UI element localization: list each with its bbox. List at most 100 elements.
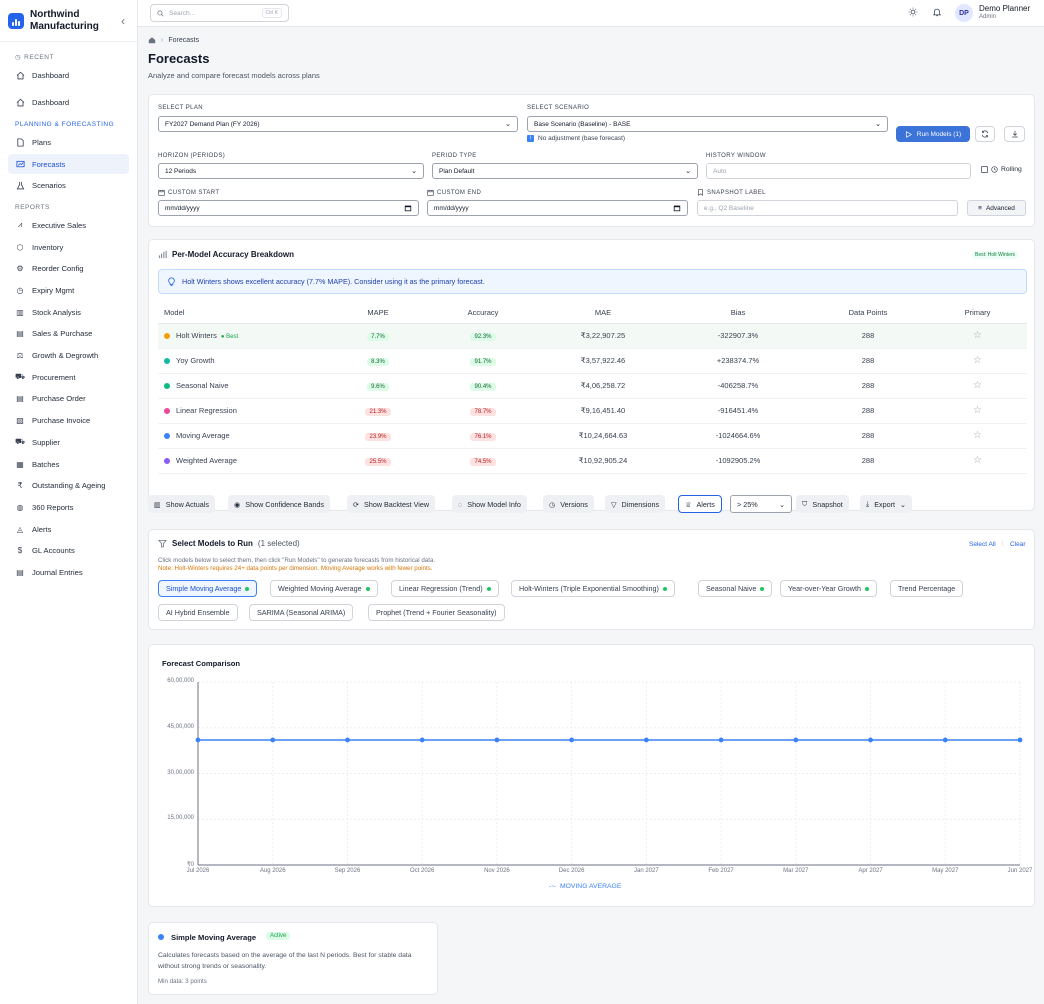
model-cell: Weighted Average bbox=[158, 448, 328, 474]
table-row[interactable]: Weighted Average 25.5% 74.5% ₹10,92,905.24-… bbox=[158, 448, 1027, 474]
advanced-button[interactable]: ≡ Advanced bbox=[967, 200, 1026, 216]
history-window-input[interactable]: Auto bbox=[706, 163, 971, 179]
model-chip-holt-winters-triple-exponential-smoothing[interactable]: Holt-Winters (Triple Exponential Smoothi… bbox=[511, 580, 675, 597]
sidebar-item-360-reports[interactable]: ◍ 360 Reports bbox=[16, 502, 74, 512]
custom-start-input[interactable]: mm/dd/yyyy bbox=[158, 200, 419, 216]
model-chip-simple-moving-average[interactable]: Simple Moving Average bbox=[158, 580, 258, 597]
plan-select[interactable]: FY2027 Demand Plan (FY 2026) ⌄ bbox=[158, 116, 518, 132]
table-row[interactable]: Holt Winters ● Best 7.7% 92.3% ₹3,22,907.25-… bbox=[158, 323, 1027, 349]
model-cell: Yoy Growth bbox=[158, 348, 328, 374]
horizon-select[interactable]: 12 Periods ⌄ bbox=[158, 163, 424, 179]
bell-icon[interactable] bbox=[932, 7, 944, 19]
star-icon[interactable]: ☆ bbox=[973, 455, 982, 466]
model-chip-weighted-moving-average[interactable]: Weighted Moving Average bbox=[270, 580, 378, 597]
model-chip-year-over-year-growth[interactable]: Year-over-Year Growth bbox=[780, 580, 877, 597]
scenario-select[interactable]: Base Scenario (Baseline) - BASE ⌄ bbox=[527, 116, 888, 132]
primary-cell: ☆ bbox=[928, 323, 1027, 349]
rolling-checkbox[interactable] bbox=[981, 166, 988, 173]
table-row[interactable]: Seasonal Naive 9.6% 90.4% ₹4,06,258.72 -4062… bbox=[158, 373, 1027, 399]
model-chip-linear-regression-trend[interactable]: Linear Regression (Trend) bbox=[391, 580, 499, 597]
sidebar-item-procurement[interactable]: ⛟ Procurement bbox=[14, 372, 76, 382]
sidebar-item-supplier[interactable]: ⛟ Supplier bbox=[14, 437, 60, 447]
model-chip-seasonal-naive[interactable]: Seasonal Naive bbox=[698, 580, 773, 597]
sidebar-item-gl-accounts[interactable]: $ GL Accounts bbox=[8, 541, 129, 561]
col-primary: Primary bbox=[928, 303, 1027, 324]
show-actuals-button[interactable]: ▥ Show Actuals bbox=[148, 495, 215, 513]
x-tick-label: Oct 2026 bbox=[409, 868, 435, 874]
user-role: Admin bbox=[979, 14, 997, 20]
mae-cell: ₹9,16,451.40 bbox=[538, 398, 668, 424]
alert-threshold-select[interactable]: > 25% ⌄ bbox=[730, 495, 792, 513]
sidebar-item-executive-sales[interactable]: ⩘ Executive Sales bbox=[8, 215, 129, 235]
table-row[interactable]: Linear Regression 21.3% 78.7% ₹9,16,451.40-… bbox=[158, 398, 1027, 424]
sidebar-item-expiry-mgmt[interactable]: ◷ Expiry Mgmt bbox=[16, 286, 75, 295]
sidebar-item-stock-analysis[interactable]: ▥ Stock Analysis bbox=[16, 307, 81, 317]
sidebar-item-dashboard[interactable]: Dashboard bbox=[8, 93, 129, 113]
dollar-icon: $ bbox=[17, 546, 23, 556]
sidebar-item-outstanding-ageing[interactable]: ₹ Outstanding & Ageing bbox=[8, 476, 129, 496]
cart-icon: ⛟ bbox=[14, 372, 26, 382]
sidebar-item-journal-entries[interactable]: ▤ Journal Entries bbox=[16, 567, 83, 577]
chart-title: Forecast Comparison bbox=[162, 659, 241, 668]
alerts-button[interactable]: ♕ Alerts bbox=[678, 495, 722, 513]
y-tick-label: 30,00,000 bbox=[167, 769, 194, 776]
best-tag: ● Best bbox=[220, 334, 239, 340]
sidebar-item-batches[interactable]: ▦ Batches bbox=[16, 459, 60, 469]
rolling-toggle[interactable]: Rolling bbox=[981, 166, 1022, 173]
star-icon[interactable]: ☆ bbox=[973, 380, 982, 391]
sidebar-item-growth-degrowth[interactable]: ⚖ Growth & Degrowth bbox=[16, 351, 99, 361]
avatar[interactable]: DP bbox=[955, 4, 973, 22]
chart-legend-item[interactable]: -◦- MOVING AVERAGE bbox=[549, 883, 622, 890]
select-all-link[interactable]: Select All bbox=[969, 541, 996, 548]
show-model-info-button[interactable]: ◌ Show Model Info bbox=[452, 495, 527, 513]
sidebar-item-purchase-order[interactable]: ▤ Purchase Order bbox=[16, 394, 86, 404]
document-icon: ▤ bbox=[16, 567, 24, 577]
refresh-button[interactable] bbox=[975, 126, 995, 142]
sidebar-item-reorder-config[interactable]: ⚙ Reorder Config bbox=[16, 264, 84, 274]
availability-dot bbox=[760, 586, 765, 591]
snapshot-label-input[interactable]: e.g., Q2 Baseline bbox=[697, 200, 958, 216]
sidebar-item-inventory[interactable]: ⬡ Inventory bbox=[16, 242, 64, 252]
theme-toggle-icon[interactable] bbox=[908, 7, 920, 19]
history-window-label: HISTORY WINDOW bbox=[706, 153, 766, 159]
model-info-card: Simple Moving Average Active Calculates … bbox=[148, 922, 438, 995]
sidebar-item-recent-dashboard[interactable]: Dashboard bbox=[8, 65, 129, 85]
dimensions-button[interactable]: ▽ Dimensions bbox=[605, 495, 666, 513]
snapshot-button[interactable]: ⛉ Snapshot bbox=[796, 495, 849, 513]
collapse-sidebar-icon[interactable]: ‹ bbox=[121, 13, 125, 28]
export-button[interactable]: ⤓ Export ⌄ bbox=[860, 495, 912, 513]
period-type-select[interactable]: Plan Default ⌄ bbox=[432, 163, 698, 179]
calendar-icon bbox=[404, 205, 412, 212]
star-icon[interactable]: ☆ bbox=[973, 405, 982, 416]
show-confidence-bands-button[interactable]: ◉ Show Confidence Bands bbox=[228, 495, 330, 513]
x-tick-label: Jun 2027 bbox=[1007, 868, 1033, 874]
model-chip-trend-percentage[interactable]: Trend Percentage bbox=[890, 580, 964, 597]
bias-cell: +238374.7% bbox=[668, 348, 808, 374]
download-button[interactable] bbox=[1004, 126, 1025, 142]
table-row[interactable]: Moving Average 23.9% 76.1% ₹10,24,664.63 -10… bbox=[158, 423, 1027, 449]
data-point bbox=[718, 737, 724, 743]
sidebar-item-scenarios[interactable]: Scenarios bbox=[8, 176, 129, 196]
table-row[interactable]: Yoy Growth 8.3% 91.7% ₹3,57,922.46 +238374.7… bbox=[158, 348, 1027, 374]
sidebar-item-plans[interactable]: Plans bbox=[8, 132, 129, 152]
bias-cell: -1024664.6% bbox=[668, 423, 808, 449]
star-icon[interactable]: ☆ bbox=[973, 430, 982, 441]
model-chip-ai-hybrid-ensemble[interactable]: AI Hybrid Ensemble bbox=[158, 604, 238, 621]
run-models-button[interactable]: Run Models (1) bbox=[896, 126, 970, 142]
sidebar-item-purchase-invoice[interactable]: ▧ Purchase Invoice bbox=[16, 416, 91, 426]
model-chip-sarima-seasonal-arima[interactable]: SARIMA (Seasonal ARIMA) bbox=[249, 604, 354, 621]
versions-button[interactable]: ◷ Versions bbox=[543, 495, 594, 513]
balance-icon: ⚖ bbox=[16, 351, 24, 361]
custom-end-input[interactable]: mm/dd/yyyy bbox=[427, 200, 688, 216]
sidebar-item-sales-purchase[interactable]: ▤ Sales & Purchase bbox=[16, 329, 93, 339]
sidebar-item-alerts[interactable]: ◬ Alerts bbox=[16, 524, 52, 534]
home-icon[interactable] bbox=[148, 36, 156, 44]
star-icon[interactable]: ☆ bbox=[973, 330, 982, 341]
model-chip-prophet-trend-fourier-seasonality[interactable]: Prophet (Trend + Fourier Seasonality) bbox=[368, 604, 505, 621]
star-icon[interactable]: ☆ bbox=[973, 355, 982, 366]
availability-dot bbox=[245, 586, 250, 591]
clear-link[interactable]: Clear bbox=[1010, 541, 1026, 548]
show-backtest-view-button[interactable]: ⟳ Show Backtest View bbox=[347, 495, 436, 513]
search-input[interactable]: Search... Ctrl K bbox=[150, 4, 289, 22]
sidebar-item-forecasts[interactable]: Forecasts bbox=[8, 154, 129, 175]
